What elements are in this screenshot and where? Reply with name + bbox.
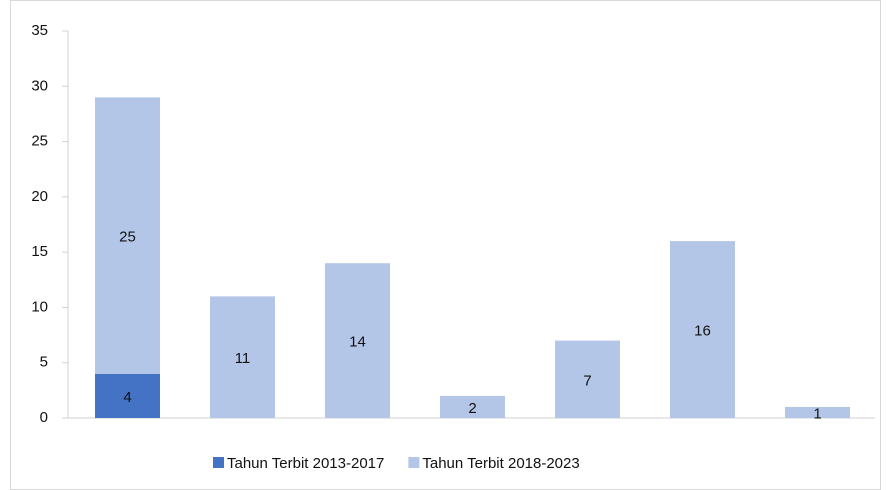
y-tick-label: 0 bbox=[40, 409, 48, 426]
value-label: 2 bbox=[468, 400, 476, 417]
y-tick-label: 25 bbox=[31, 133, 48, 150]
y-tick-label: 30 bbox=[31, 77, 48, 94]
bar-segment bbox=[325, 263, 390, 418]
value-label: 14 bbox=[349, 334, 366, 351]
legend-swatch bbox=[213, 457, 224, 468]
legend-swatch bbox=[408, 457, 420, 468]
value-label: 25 bbox=[119, 229, 136, 246]
y-tick-label: 35 bbox=[31, 22, 48, 39]
bar-segment bbox=[670, 241, 735, 418]
y-tick-label: 5 bbox=[40, 354, 48, 371]
legend-label: Tahun Terbit 2018-2023 bbox=[422, 455, 579, 472]
value-label: 11 bbox=[235, 350, 251, 367]
y-tick-label: 20 bbox=[31, 188, 48, 205]
bar-segment bbox=[785, 406, 850, 418]
value-label: 4 bbox=[123, 389, 131, 406]
bar-segment bbox=[210, 296, 275, 418]
bar-segment bbox=[440, 395, 505, 418]
y-tick-label: 10 bbox=[31, 298, 48, 315]
bar-segment bbox=[555, 340, 620, 418]
legend-label: Tahun Terbit 2013-2017 bbox=[227, 455, 384, 472]
bar-segment bbox=[95, 373, 160, 418]
y-tick-label: 15 bbox=[31, 243, 48, 260]
value-label: 1 bbox=[813, 405, 821, 422]
bar-segment bbox=[95, 97, 160, 374]
value-label: 7 bbox=[583, 372, 591, 389]
value-label: 16 bbox=[694, 323, 711, 340]
